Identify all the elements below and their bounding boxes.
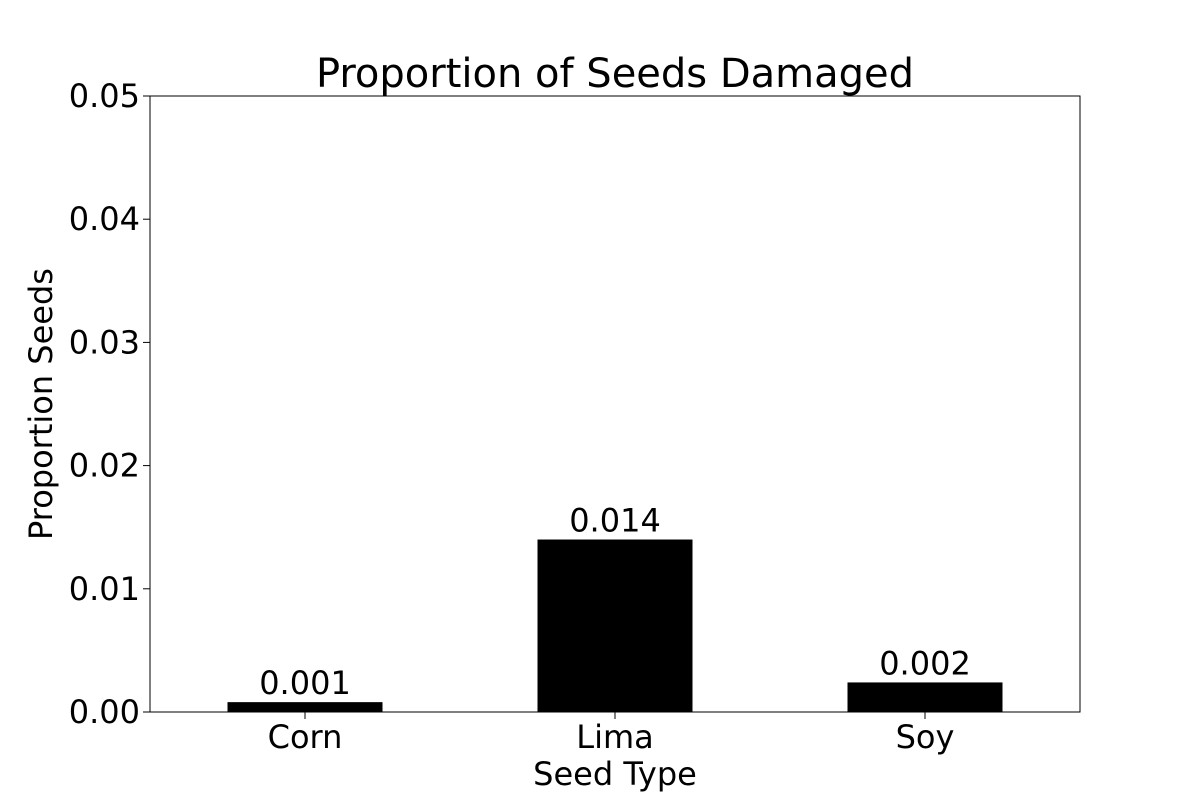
x-axis: Corn Lima Soy bbox=[268, 712, 955, 756]
chart-title: Proportion of Seeds Damaged bbox=[316, 51, 914, 97]
x-axis-label: Seed Type bbox=[533, 755, 697, 793]
y-axis-label: Proportion Seeds bbox=[22, 268, 60, 540]
y-axis: 0.00 0.01 0.02 0.03 0.04 0.05 bbox=[69, 77, 150, 731]
data-label-corn: 0.001 bbox=[259, 664, 351, 702]
bars-layer bbox=[227, 539, 1003, 712]
bar-corn bbox=[227, 702, 383, 712]
x-tick-label: Lima bbox=[576, 718, 654, 756]
y-tick-label: 0.01 bbox=[69, 570, 140, 608]
x-tick-label: Corn bbox=[268, 718, 343, 756]
data-label-lima: 0.014 bbox=[569, 502, 661, 540]
y-tick-label: 0.00 bbox=[69, 693, 140, 731]
bar-soy bbox=[847, 682, 1003, 712]
y-tick-label: 0.04 bbox=[69, 200, 140, 238]
data-label-soy: 0.002 bbox=[879, 644, 971, 682]
y-tick-label: 0.02 bbox=[69, 447, 140, 485]
data-labels-layer: 0.001 0.014 0.002 bbox=[259, 502, 971, 703]
y-tick-label: 0.05 bbox=[69, 77, 140, 115]
bar-lima bbox=[537, 539, 693, 712]
x-tick-label: Soy bbox=[896, 718, 955, 756]
y-tick-label: 0.03 bbox=[69, 323, 140, 361]
